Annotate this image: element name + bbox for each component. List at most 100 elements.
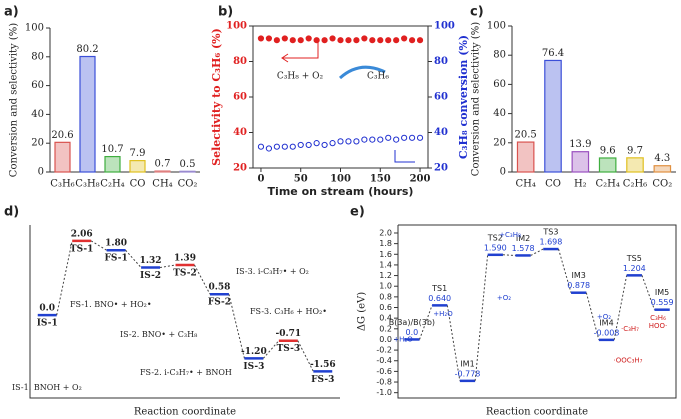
data-point — [353, 37, 360, 44]
connector — [502, 254, 516, 256]
y-tick-label: 0.2 — [379, 324, 392, 333]
level-name: TS3 — [542, 228, 558, 237]
y-tick-label: 20 — [493, 137, 506, 148]
annotation: +C₃H₈ — [499, 231, 521, 239]
value-label: 1.578 — [512, 244, 535, 253]
value-label: 0.7 — [155, 158, 171, 169]
value-label: -0.778 — [455, 369, 481, 378]
annotation: IS-1. BNOH + O₂ — [12, 383, 82, 392]
y-tick-label: 1.6 — [379, 250, 392, 259]
data-point — [361, 35, 368, 42]
data-point — [329, 140, 336, 147]
y2-tick-label: 60 — [434, 92, 448, 103]
data-point — [345, 37, 352, 44]
x-tick-label: 0 — [257, 174, 264, 185]
level-name: TS-3 — [277, 344, 301, 354]
level-name: IM1 — [460, 359, 474, 368]
annotation: FS-3. C₃H₆ + HO₂• — [250, 307, 327, 316]
level-name: IM4 — [599, 318, 613, 327]
annotation: C₃H₈ + O₂ — [277, 72, 324, 82]
y-tick-label: 80 — [493, 50, 506, 61]
data-point — [289, 143, 296, 150]
y-tick-label: 1.2 — [379, 271, 392, 280]
x-tick-label: CO — [545, 179, 561, 190]
y-tick-label: 100 — [226, 21, 247, 32]
y-axis-label: Conversion and selectivity (%) — [471, 22, 482, 176]
data-point — [401, 134, 408, 141]
x-axis-label: Reaction coordinate — [486, 407, 588, 418]
panel-label: c) — [470, 5, 484, 20]
y-tick-label: 60 — [493, 79, 506, 90]
data-point — [337, 37, 344, 44]
connector — [90, 240, 107, 251]
y-tick-label: 1.8 — [379, 239, 392, 248]
y-tick-label: 20 — [31, 138, 44, 149]
x-tick-label: C₃H₆ — [50, 179, 74, 190]
value-label: -0.008 — [594, 328, 620, 337]
value-label: 80.2 — [76, 44, 98, 55]
panel-label: a) — [4, 5, 19, 20]
y-tick-label: 0.6 — [379, 303, 392, 312]
axis — [49, 28, 200, 173]
bar — [179, 170, 196, 173]
data-point — [281, 143, 288, 150]
connector — [159, 264, 176, 269]
x-tick-label: H₂ — [574, 179, 587, 190]
connector — [194, 264, 211, 295]
y-axis-label: ΔG (eV) — [357, 292, 368, 331]
data-point — [265, 145, 273, 152]
y-tick-label: 40 — [31, 109, 44, 120]
data-point — [257, 35, 265, 42]
level-name: FS-1 — [105, 254, 128, 264]
annotation: +H₂O — [393, 335, 413, 343]
connector — [228, 294, 245, 359]
level-name: IM5 — [655, 288, 669, 297]
y-axis-label: Selectivity to C₃H₆ (%) — [210, 28, 223, 166]
data-point — [321, 141, 328, 149]
level-name: TS2 — [487, 233, 503, 242]
bar — [79, 55, 96, 173]
reaction-arrow — [281, 42, 415, 163]
level-name: IM3 — [572, 271, 586, 280]
value-label: 0.58 — [208, 283, 230, 293]
data-point — [408, 134, 416, 141]
x-tick-label: 200 — [410, 174, 431, 185]
data-point — [257, 143, 265, 150]
y-axis-label: Conversion and selectivity (%) — [9, 23, 20, 177]
y-tick-label: 0.0 — [379, 335, 392, 344]
y-tick-label: 100 — [25, 23, 44, 34]
value-label: 0.5 — [180, 159, 196, 170]
level-name: TS5 — [626, 254, 642, 263]
value-label: 1.590 — [484, 243, 507, 252]
annotation: ·C₃H₇ — [621, 325, 639, 333]
x-tick-label: C₂H₆ — [623, 179, 647, 190]
y-tick-label: 100 — [487, 21, 506, 32]
x-tick-label: CO₂ — [652, 179, 672, 190]
x-tick-label: 50 — [294, 174, 308, 185]
connector — [558, 248, 572, 293]
y-tick-label: 1.4 — [379, 260, 392, 269]
y2-axis-label: C₃H₈ conversion (%) — [457, 35, 470, 159]
y-tick-label: 1.0 — [379, 282, 392, 291]
data-point — [385, 134, 392, 141]
connector — [297, 340, 314, 372]
x-axis-label: Time on stream (hours) — [268, 185, 414, 198]
connector — [474, 254, 489, 381]
data-point — [408, 37, 416, 44]
data-point — [313, 37, 320, 44]
bar — [154, 170, 171, 173]
value-label: -1.56 — [310, 360, 336, 370]
axis — [397, 224, 677, 399]
x-tick-label: CO — [130, 179, 146, 190]
y2-tick-label: 40 — [434, 127, 448, 138]
bar — [626, 157, 644, 173]
data-point — [353, 138, 360, 145]
y-tick-label: -0.6 — [376, 367, 392, 376]
level-name: IS-3 — [243, 362, 264, 372]
value-label: -1.20 — [241, 347, 267, 357]
y-tick-label: 0 — [38, 167, 44, 178]
level-name: TS-2 — [173, 269, 197, 279]
y-tick-label: -0.4 — [376, 356, 392, 365]
y-tick-label: 40 — [493, 108, 506, 119]
